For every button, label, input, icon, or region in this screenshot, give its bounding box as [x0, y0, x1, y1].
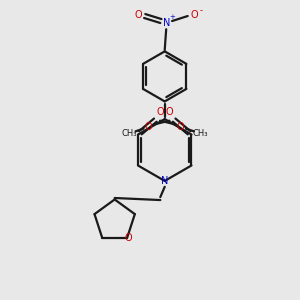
Text: O: O: [190, 10, 198, 20]
Text: CH₃: CH₃: [192, 129, 208, 138]
Text: O: O: [145, 122, 153, 132]
Text: CH₃: CH₃: [122, 129, 137, 138]
Text: O: O: [134, 10, 142, 20]
Text: O: O: [165, 107, 172, 117]
Text: O: O: [177, 122, 184, 132]
Text: O: O: [125, 233, 132, 243]
Text: N: N: [161, 176, 168, 186]
Text: O: O: [157, 107, 164, 117]
Text: +: +: [170, 14, 176, 20]
Text: -: -: [199, 6, 202, 15]
Text: N: N: [163, 18, 170, 28]
